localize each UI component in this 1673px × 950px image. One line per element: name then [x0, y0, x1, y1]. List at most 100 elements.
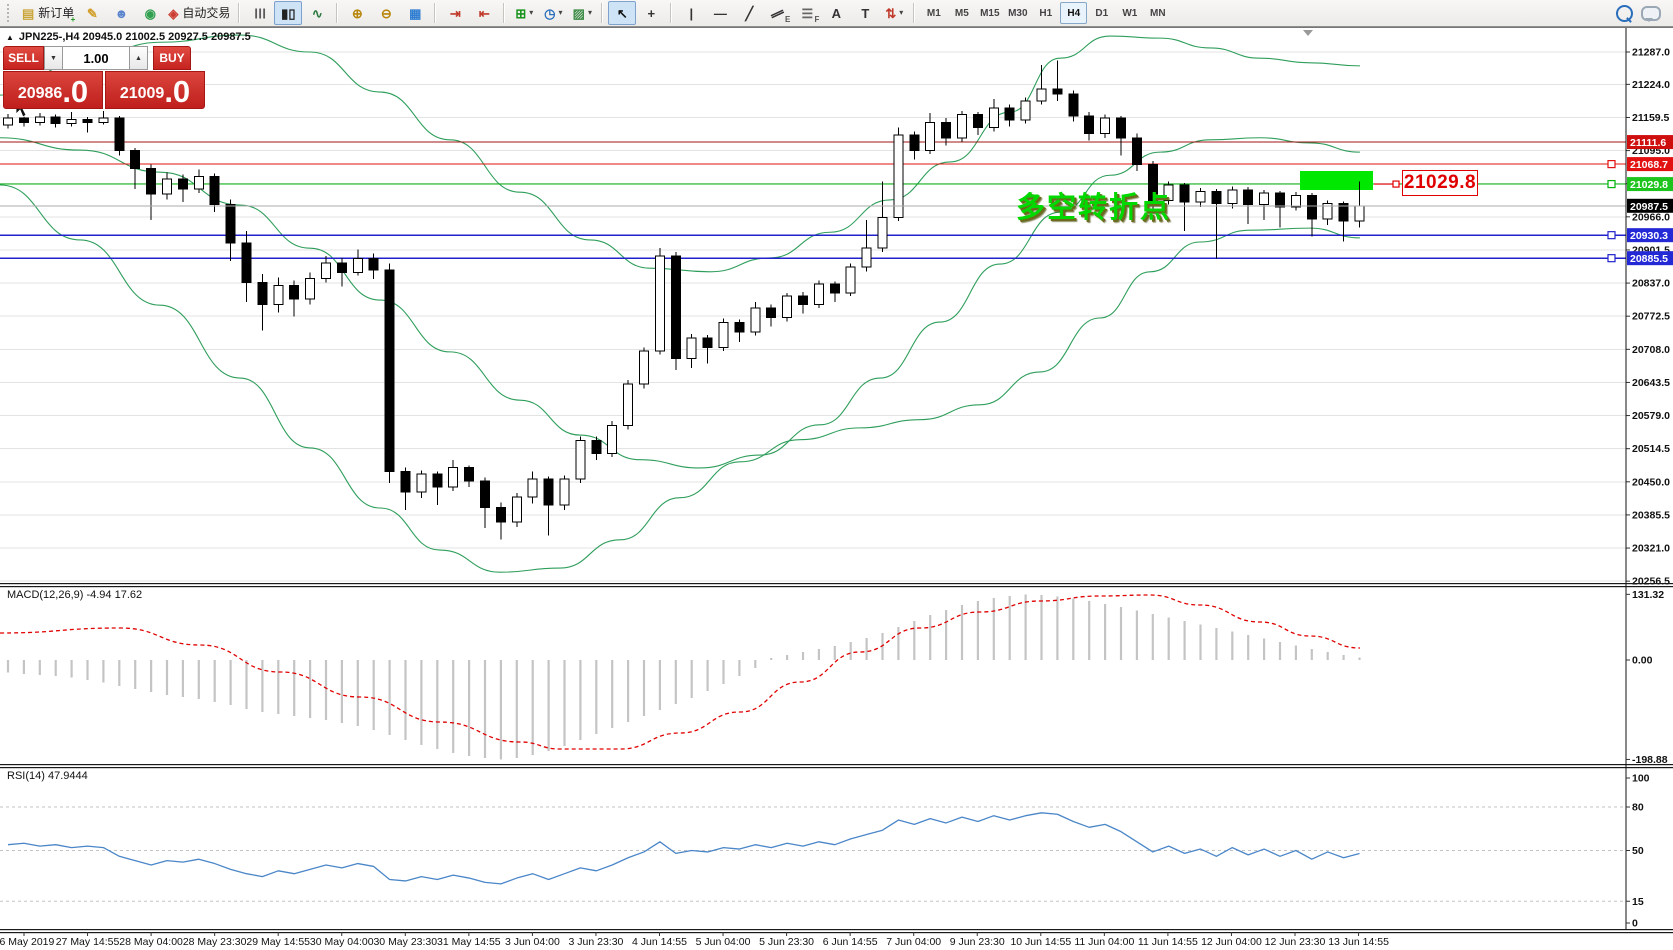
toolbar-separator — [670, 3, 673, 23]
callout-handle[interactable] — [1392, 180, 1400, 188]
crosshair-button[interactable]: + — [637, 1, 665, 25]
buy-price-main: 21009 — [119, 85, 165, 102]
price-axis-label: 20772.5 — [1632, 311, 1670, 323]
community-icon[interactable]: ☻ — [107, 1, 135, 25]
chart-shift-marker-icon — [1303, 30, 1313, 36]
panel-separator[interactable] — [0, 932, 1673, 934]
dropdown-arrow-icon[interactable]: ▾ — [558, 8, 563, 17]
highlight-rectangle[interactable] — [1300, 171, 1373, 190]
buy-button[interactable]: BUY — [153, 46, 191, 70]
buy-price[interactable]: 21009 .0 — [105, 71, 205, 109]
toolbar-right-group — [1616, 4, 1669, 22]
price-badge — [1627, 157, 1673, 172]
panel-separator[interactable] — [0, 586, 1673, 588]
candle-body — [925, 121, 936, 152]
auto-scroll-button[interactable]: ⇥ — [441, 1, 469, 25]
price-badge-label: 21068.7 — [1630, 159, 1668, 171]
tile-windows-button[interactable]: ▦ — [401, 1, 429, 25]
search-icon[interactable] — [1616, 4, 1633, 22]
candle-body — [495, 506, 506, 523]
zoom-in-icon: ⊕ — [351, 5, 363, 21]
timeframe-m5[interactable]: M5 — [954, 7, 969, 19]
horizontal-line-icon: — — [713, 5, 727, 21]
candle-body — [941, 121, 952, 139]
sell-button[interactable]: SELL — [3, 46, 44, 70]
timeframe-mn[interactable]: MN — [1150, 7, 1166, 19]
candle-body — [1227, 189, 1238, 204]
chat-icon[interactable] — [1641, 5, 1661, 22]
autotrading-button[interactable]: ◈ 自动交易 — [165, 1, 233, 25]
volume-decrease-button[interactable]: ▼ — [44, 46, 63, 70]
channel-button[interactable]: ∥ E — [764, 1, 792, 25]
collapse-triangle-icon[interactable]: ▲ — [6, 32, 14, 42]
candle-body — [670, 255, 681, 360]
candlestick-chart-button[interactable]: ▮▯ — [274, 1, 303, 25]
price-axis-label: 20579.0 — [1632, 410, 1670, 422]
line-chart-button[interactable]: ∿ — [303, 1, 331, 25]
dropdown-arrow-icon[interactable]: ▾ — [587, 8, 592, 17]
price-badge — [1627, 135, 1673, 150]
timeframe-h1[interactable]: H1 — [1039, 7, 1053, 19]
highlighter-icon[interactable]: ✎ — [78, 1, 106, 25]
zoom-out-button[interactable]: ⊖ — [372, 1, 400, 25]
candle-body — [177, 178, 188, 190]
volume-increase-button[interactable]: ▲ — [129, 46, 148, 70]
price-callout-label[interactable]: 21029.8 — [1402, 170, 1478, 196]
sell-price[interactable]: 20986 .0 — [3, 71, 103, 109]
toolbar-left-group: ▤ + 新订单 ✎ ☻ ◉ ◈ 自动交易 ☰ ▮▯ ∿ ⊕ ⊖ ▦ ⇥ ⇤ ⊞ ▾ ◷ ▾ ▨ ▾ ↖ + | — ╱ ∥ E ☰ F A T ⇅… — [4, 1, 1171, 25]
candle-body — [1052, 88, 1063, 95]
line-handle[interactable] — [1607, 179, 1616, 189]
candle-body — [1275, 192, 1285, 208]
vertical-line-button[interactable]: | — [677, 1, 705, 25]
line-handle[interactable] — [1607, 159, 1616, 169]
text-icon: A — [831, 5, 842, 21]
cursor-button[interactable]: ↖ — [608, 1, 637, 25]
new-chart-dropdown[interactable]: ⊞ ▾ — [510, 1, 538, 25]
panel-separator[interactable] — [0, 764, 1673, 766]
volume-input[interactable] — [63, 46, 129, 70]
timeframe-d1[interactable]: D1 — [1095, 7, 1109, 19]
templates-dropdown[interactable]: ▨ ▾ — [568, 1, 596, 25]
horizontal-line-button[interactable]: — — [706, 1, 734, 25]
time-axis-label: 9 Jun 23:30 — [950, 936, 1005, 948]
candle-body — [1322, 202, 1333, 220]
signals-icon[interactable]: ◉ — [136, 1, 164, 25]
timeframe-w1[interactable]: W1 — [1122, 7, 1138, 19]
dropdown-arrow-icon[interactable]: ▾ — [899, 8, 904, 17]
candle-body — [432, 473, 443, 488]
fibonacci-icon: ☰ — [801, 5, 814, 21]
new-order-button[interactable]: ▤ + 新订单 — [19, 1, 77, 25]
text-label-button[interactable]: T — [851, 1, 879, 25]
panel-separator[interactable] — [0, 929, 1673, 931]
timeframe-m1[interactable]: M1 — [926, 7, 941, 19]
chart-shift-button[interactable]: ⇤ — [470, 1, 498, 25]
line-chart-icon: ∿ — [311, 5, 323, 21]
candle-body — [289, 285, 300, 300]
zoom-in-button[interactable]: ⊕ — [343, 1, 371, 25]
timeframe-m15[interactable]: M15 — [980, 7, 1000, 19]
timeframe-m30[interactable]: M30 — [1008, 7, 1028, 19]
panel-separator[interactable] — [0, 583, 1673, 585]
panel-separator[interactable] — [0, 767, 1673, 769]
arrows-dropdown[interactable]: ⇅ ▾ — [880, 1, 908, 25]
time-axis-label: 5 Jun 23:30 — [759, 936, 814, 948]
candle-body — [798, 295, 808, 306]
trendline-button[interactable]: ╱ — [735, 1, 763, 25]
candle-body — [193, 175, 204, 190]
bar-chart-button[interactable]: ☰ — [245, 1, 273, 25]
autotrading-icon: ◈ — [168, 5, 179, 21]
line-handle[interactable] — [1607, 254, 1616, 263]
timeframe-h4[interactable]: H4 — [1060, 2, 1088, 24]
candle-body — [1100, 117, 1111, 135]
fibonacci-button[interactable]: ☰ F — [793, 1, 821, 25]
candle-body — [98, 117, 109, 123]
text-button[interactable]: A — [822, 1, 850, 25]
signals-icon-icon: ◉ — [144, 5, 156, 21]
dropdown-arrow-icon[interactable]: ▾ — [529, 8, 534, 17]
time-axis-label: 7 Jun 04:00 — [886, 936, 941, 948]
line-handle[interactable] — [1607, 231, 1616, 240]
periods-dropdown[interactable]: ◷ ▾ — [539, 1, 567, 25]
price-badge-label: 20885.5 — [1630, 253, 1668, 265]
rsi-axis-label: 0 — [1632, 918, 1638, 930]
